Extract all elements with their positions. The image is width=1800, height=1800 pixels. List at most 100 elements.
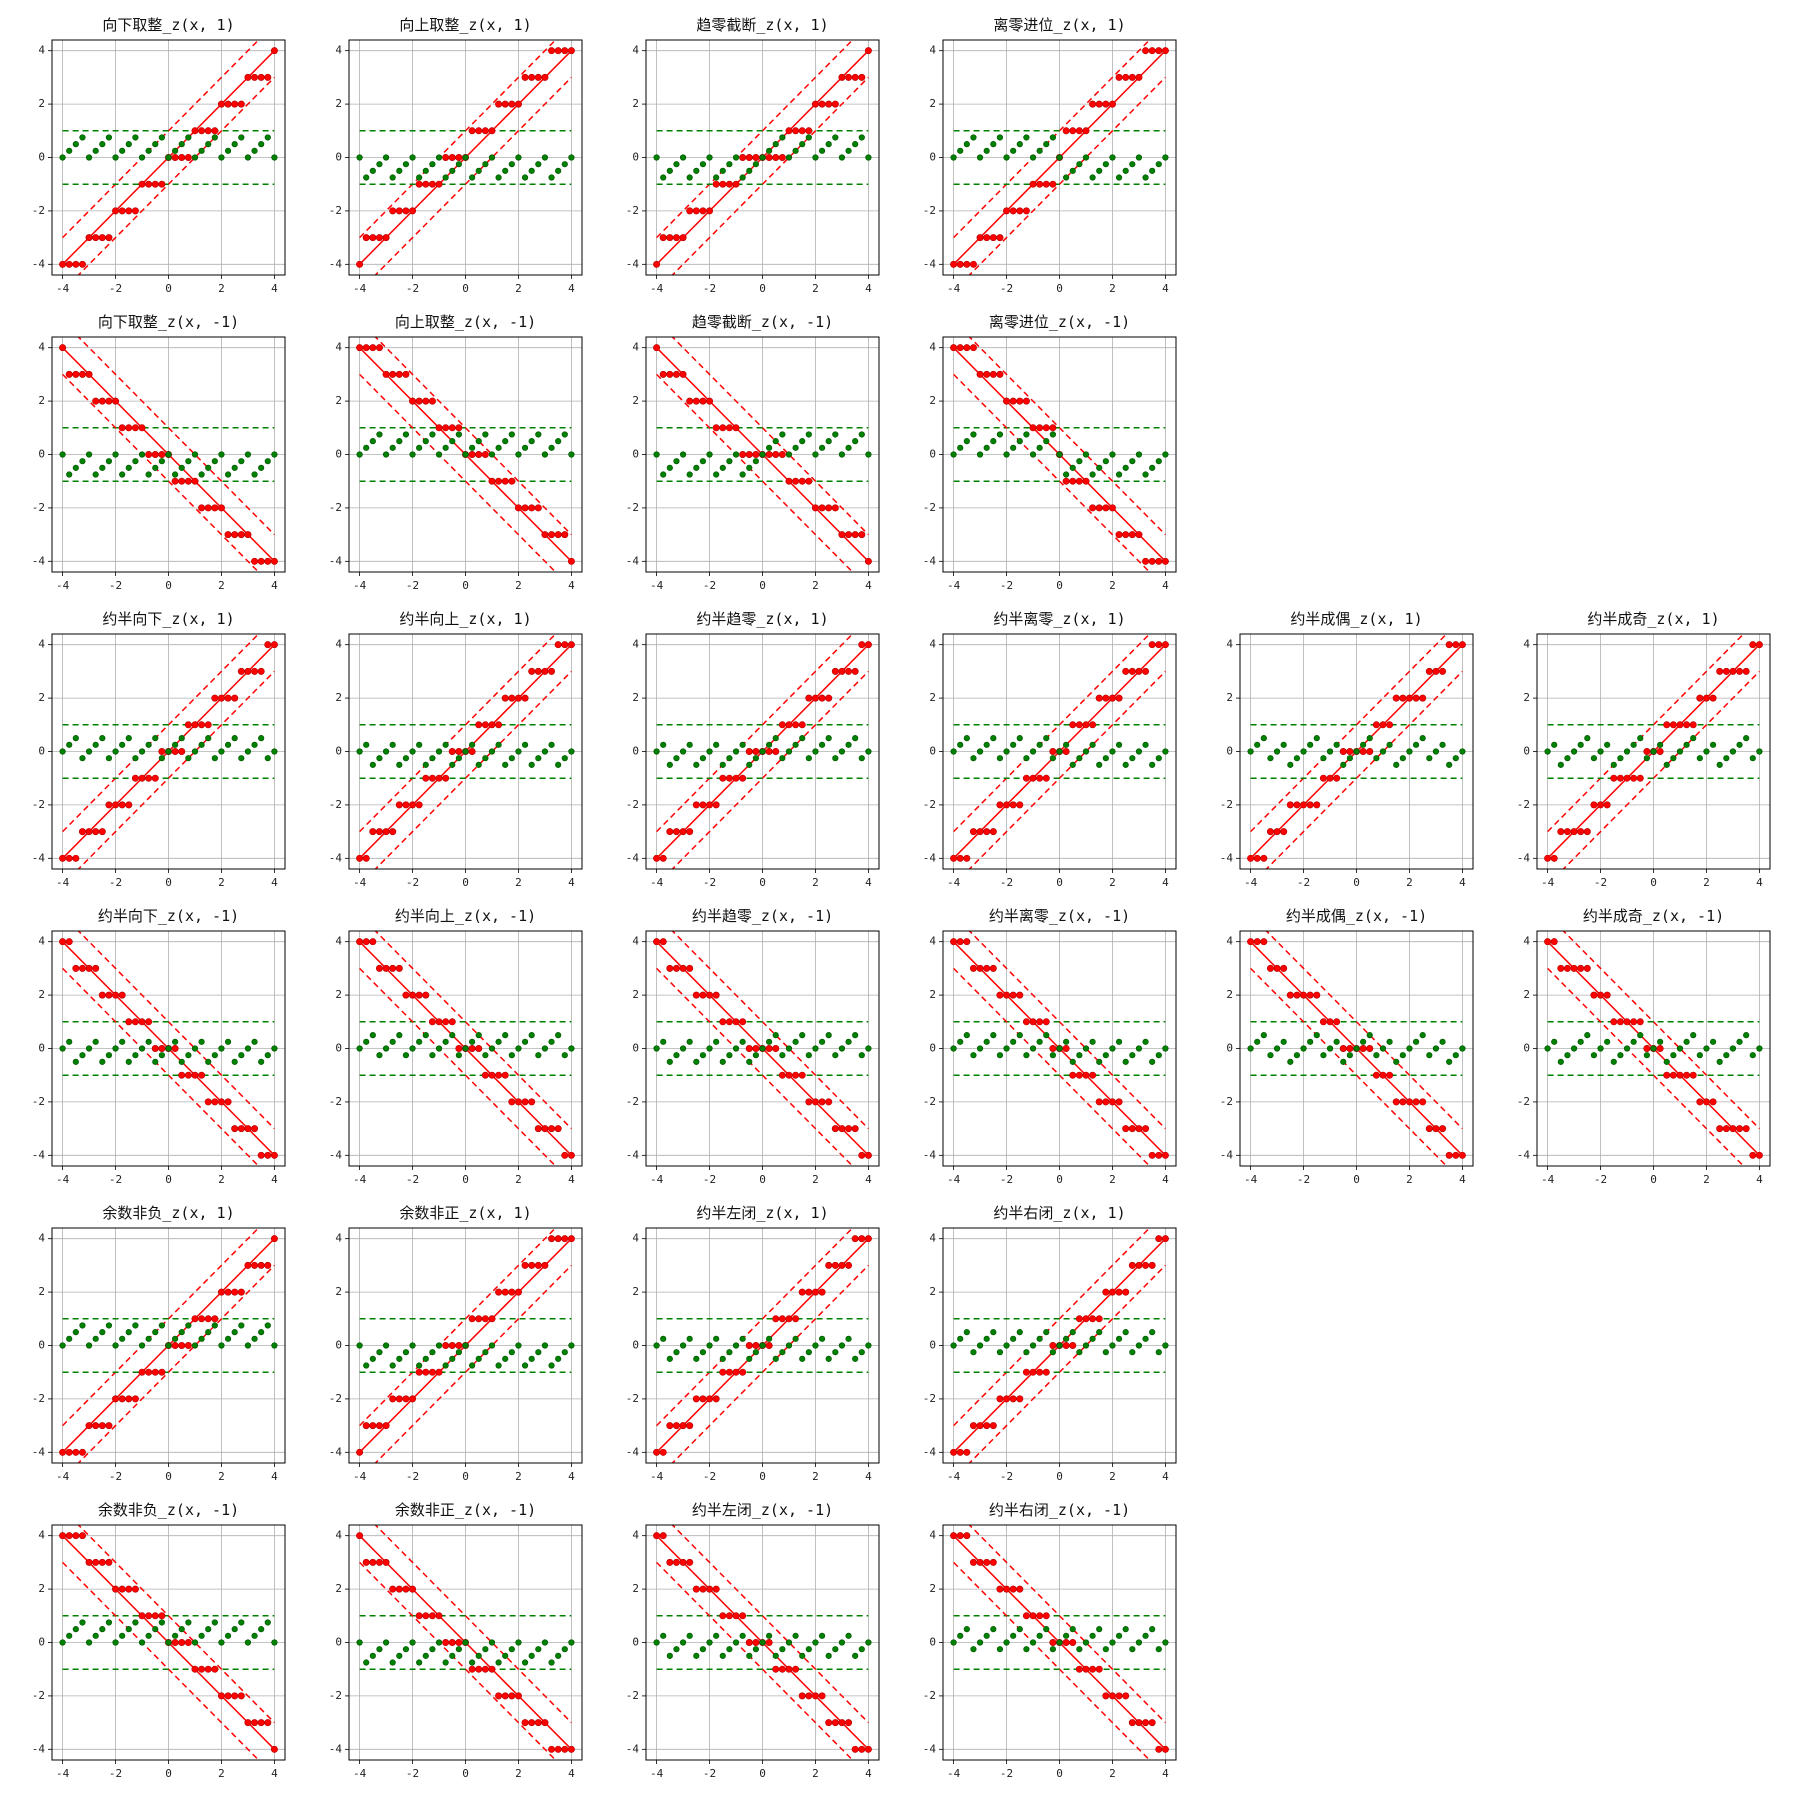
remainder-point <box>382 1342 390 1349</box>
quotient-point <box>1161 1235 1169 1243</box>
remainder-point <box>1016 1626 1023 1633</box>
x-tick-label: -4 <box>353 1173 367 1186</box>
remainder-point <box>653 1342 660 1349</box>
quotient-point <box>369 234 377 242</box>
remainder-point <box>1036 1632 1043 1639</box>
quotient-point <box>745 747 753 755</box>
remainder-point <box>85 748 93 755</box>
remainder-point <box>211 1619 218 1626</box>
remainder-point <box>363 444 370 451</box>
remainder-point <box>99 1329 106 1336</box>
remainder-point <box>402 161 410 168</box>
remainder-point <box>218 748 225 755</box>
remainder-point <box>1379 748 1387 755</box>
remainder-point <box>535 1646 542 1653</box>
quotient-point <box>679 1422 687 1430</box>
quotient-point <box>1128 73 1136 81</box>
y-tick-label: 4 <box>38 935 45 948</box>
remainder-point <box>766 741 773 748</box>
remainder-point <box>1029 748 1037 755</box>
quotient-point <box>1102 694 1110 702</box>
x-tick-label: -4 <box>947 876 961 889</box>
quotient-point <box>950 344 958 352</box>
quotient-point <box>198 504 206 512</box>
remainder-point <box>85 154 93 161</box>
quotient-point <box>211 694 219 702</box>
quotient-point <box>1122 1288 1130 1296</box>
remainder-point <box>1267 1052 1274 1059</box>
remainder-point <box>1459 748 1466 755</box>
remainder-point <box>976 451 984 458</box>
quotient-point <box>851 667 859 675</box>
quotient-point <box>369 828 377 836</box>
remainder-point <box>838 154 846 161</box>
remainder-point <box>502 1652 509 1659</box>
quotient-point <box>442 154 450 162</box>
remainder-point <box>660 1335 667 1342</box>
remainder-point <box>508 1052 515 1059</box>
quotient-point <box>442 774 450 782</box>
remainder-point <box>528 1355 535 1362</box>
quotient-point <box>534 1719 542 1727</box>
remainder-point <box>779 1646 786 1653</box>
remainder-point <box>845 1335 852 1342</box>
quotient-point <box>501 1692 509 1700</box>
remainder-point <box>792 1335 799 1342</box>
quotient-point <box>92 234 100 242</box>
quotient-point <box>514 1692 522 1700</box>
axes-frame <box>942 1524 1177 1761</box>
quotient-point <box>1643 1045 1651 1053</box>
quotient-point <box>204 1665 212 1673</box>
remainder-point <box>970 1052 977 1059</box>
quotient-point <box>98 991 106 999</box>
y-tick-label: 4 <box>38 1529 45 1542</box>
remainder-point <box>1564 755 1571 762</box>
remainder-point <box>1162 1342 1169 1349</box>
remainder-point <box>792 147 799 154</box>
remainder-point <box>165 748 172 755</box>
remainder-point <box>1703 748 1710 755</box>
remainder-point <box>1749 1052 1756 1059</box>
y-tick-label: 4 <box>929 1529 936 1542</box>
quotient-point <box>395 801 403 809</box>
y-tick-label: -2 <box>329 1095 342 1108</box>
quotient-point <box>1736 667 1744 675</box>
remainder-point <box>59 1342 66 1349</box>
remainder-point <box>548 1362 555 1369</box>
quotient-point <box>369 1558 377 1566</box>
x-tick-label: 2 <box>218 876 225 889</box>
quotient-point <box>1135 1261 1143 1269</box>
quotient-point <box>1036 1612 1044 1620</box>
y-tick-label: 2 <box>929 988 936 1001</box>
quotient-point <box>950 1448 958 1456</box>
remainder-point <box>1623 748 1631 755</box>
remainder-point <box>475 167 482 174</box>
remainder-point <box>1043 438 1050 445</box>
quotient-point <box>825 1098 833 1106</box>
quotient-point <box>145 1018 153 1026</box>
remainder-point <box>561 1349 568 1356</box>
remainder-point <box>858 1349 865 1356</box>
quotient-point <box>501 477 509 485</box>
remainder-point <box>983 147 990 154</box>
quotient-point <box>838 667 846 675</box>
remainder-point <box>1577 1038 1584 1045</box>
quotient-point <box>1029 1368 1037 1376</box>
quotient-point <box>481 1665 489 1673</box>
remainder-point <box>1155 755 1162 762</box>
quotient-point <box>118 424 126 432</box>
quotient-point <box>778 721 786 729</box>
quotient-point <box>864 1151 872 1159</box>
x-tick-label: 2 <box>218 1470 225 1483</box>
remainder-point <box>125 1626 132 1633</box>
remainder-point <box>805 755 812 762</box>
remainder-point <box>1446 761 1453 768</box>
remainder-point <box>759 451 766 458</box>
remainder-point <box>132 1052 139 1059</box>
axes-frame <box>645 633 880 870</box>
quotient-point <box>1003 1395 1011 1403</box>
quotient-point <box>765 747 773 755</box>
x-tick-label: -4 <box>56 1470 70 1483</box>
